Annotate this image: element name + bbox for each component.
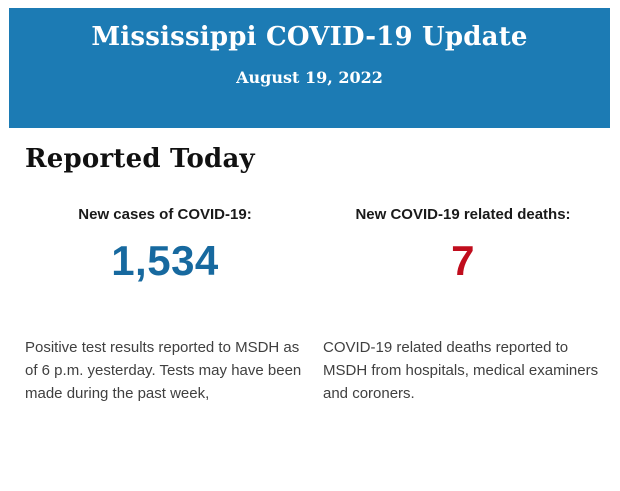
stat-new-cases: New cases of COVID-19: 1,534 Positive te… — [25, 206, 305, 406]
new-cases-value: 1,534 — [111, 237, 219, 284]
new-cases-description: Positive test results reported to MSDH a… — [25, 339, 302, 402]
new-cases-label: New cases of COVID-19: — [78, 206, 252, 223]
page-title: Mississippi COVID-19 Update — [91, 22, 528, 52]
new-deaths-description: COVID-19 related deaths reported to MSDH… — [323, 339, 599, 402]
covid-update-page: Mississippi COVID-19 Update August 19, 2… — [0, 8, 620, 491]
section-heading-reported-today: Reported Today — [25, 144, 255, 174]
header-banner: Mississippi COVID-19 Update August 19, 2… — [9, 8, 610, 128]
stat-new-deaths: New COVID-19 related deaths: 7 COVID-19 … — [323, 206, 603, 406]
new-deaths-label: New COVID-19 related deaths: — [355, 206, 571, 223]
new-deaths-value: 7 — [451, 237, 475, 284]
report-date: August 19, 2022 — [236, 68, 383, 87]
stats-row: New cases of COVID-19: 1,534 Positive te… — [25, 206, 620, 406]
